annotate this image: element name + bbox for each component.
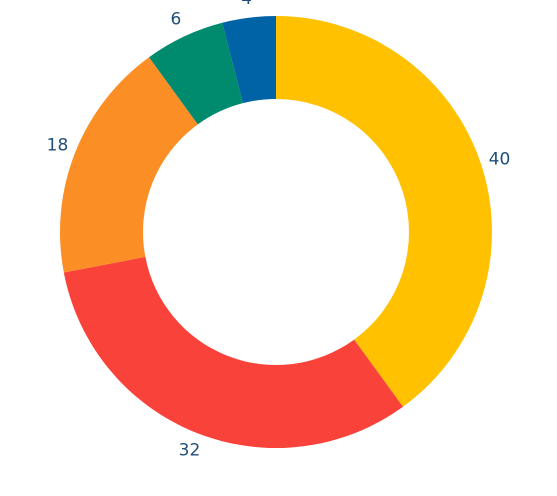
chart-labels: 40 32 18 6 4 xyxy=(47,0,511,460)
slice-0 xyxy=(276,16,493,407)
chart-slices xyxy=(59,16,493,449)
slice-label-3: 6 xyxy=(171,9,182,29)
slice-label-2: 18 xyxy=(47,135,69,155)
slice-label-0: 40 xyxy=(489,149,511,169)
slice-1 xyxy=(63,256,403,449)
slice-3 xyxy=(149,22,243,125)
slice-2 xyxy=(59,57,198,273)
slice-4 xyxy=(222,16,276,104)
slice-label-1: 32 xyxy=(179,440,201,460)
slice-label-4: 4 xyxy=(241,0,252,9)
